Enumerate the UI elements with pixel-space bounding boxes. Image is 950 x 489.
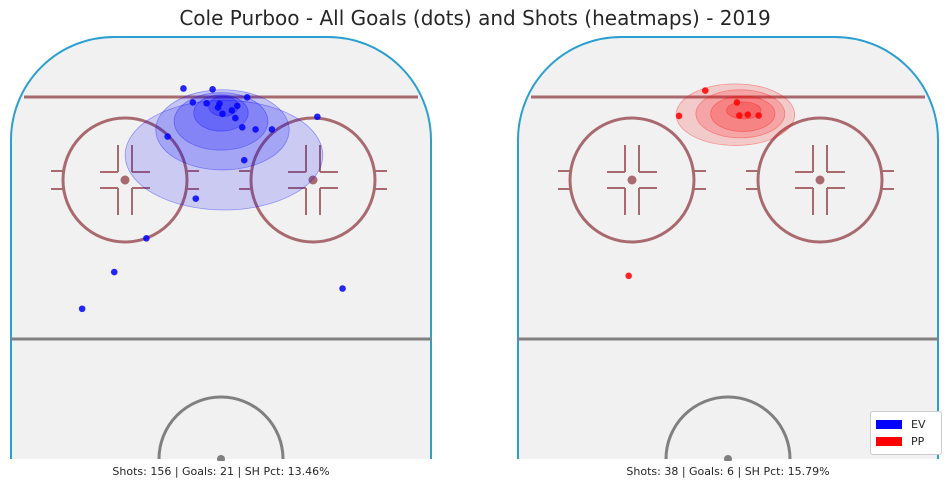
rink-panel-pp	[517, 36, 939, 461]
panel-caption-pp: Shots: 38 | Goals: 6 | SH Pct: 15.79%	[626, 465, 830, 478]
rink-panel-ev	[10, 36, 432, 461]
shot-density-level	[726, 101, 762, 120]
goal-point	[755, 112, 762, 119]
goal-point	[675, 112, 683, 120]
goal-point	[110, 268, 118, 276]
goal-point	[219, 110, 226, 118]
legend-label-pp: PP	[911, 434, 925, 448]
goal-point	[209, 86, 216, 93]
goal-point	[268, 126, 276, 133]
goal-point	[216, 100, 223, 107]
goal-point	[180, 85, 187, 92]
goal-point	[243, 94, 251, 101]
panel-caption-ev: Shots: 156 | Goals: 21 | SH Pct: 13.46%	[112, 465, 330, 478]
center-dot	[217, 455, 225, 461]
goal-point	[234, 102, 241, 110]
faceoff-dot	[120, 175, 130, 185]
rink-boards	[517, 36, 939, 459]
legend-entry-pp: PP	[876, 434, 924, 448]
legend-swatch-ev	[876, 419, 902, 429]
legend: EV PP	[870, 411, 942, 455]
goal-point	[238, 124, 246, 131]
goal-point	[252, 126, 259, 133]
goal-point	[339, 285, 346, 292]
shot-density-level	[155, 89, 290, 171]
goal-point	[701, 87, 709, 94]
goal-point	[240, 156, 248, 164]
goal-point	[314, 113, 321, 121]
faceoff-circle	[61, 116, 189, 244]
center-circle	[157, 395, 285, 460]
faceoff-dot	[627, 175, 637, 185]
faceoff-dot	[308, 175, 318, 185]
goal-point	[78, 305, 86, 313]
legend-swatch-pp	[876, 436, 902, 446]
goal-point	[143, 234, 150, 242]
goal-point	[736, 112, 743, 119]
goal-point	[164, 133, 171, 140]
shot-density-level	[173, 92, 269, 151]
faceoff-circle	[249, 116, 377, 244]
goal-point	[232, 114, 239, 122]
goal-point	[192, 195, 200, 202]
goal-point	[189, 99, 197, 106]
center-dot	[724, 455, 732, 461]
goal-point	[744, 111, 752, 118]
faceoff-dot	[815, 175, 825, 185]
rink-boards	[10, 36, 432, 459]
shot-density-level	[710, 95, 776, 132]
goal-point	[733, 99, 741, 106]
faceoff-circle	[756, 116, 884, 244]
chart-title: Cole Purboo - All Goals (dots) and Shots…	[179, 6, 771, 30]
goal-point	[228, 107, 236, 114]
faceoff-circle	[568, 116, 696, 244]
goal-point	[203, 99, 210, 107]
legend-label-ev: EV	[911, 417, 926, 431]
goal-point	[625, 272, 632, 280]
center-circle	[664, 395, 792, 460]
legend-entry-ev: EV	[876, 417, 925, 431]
